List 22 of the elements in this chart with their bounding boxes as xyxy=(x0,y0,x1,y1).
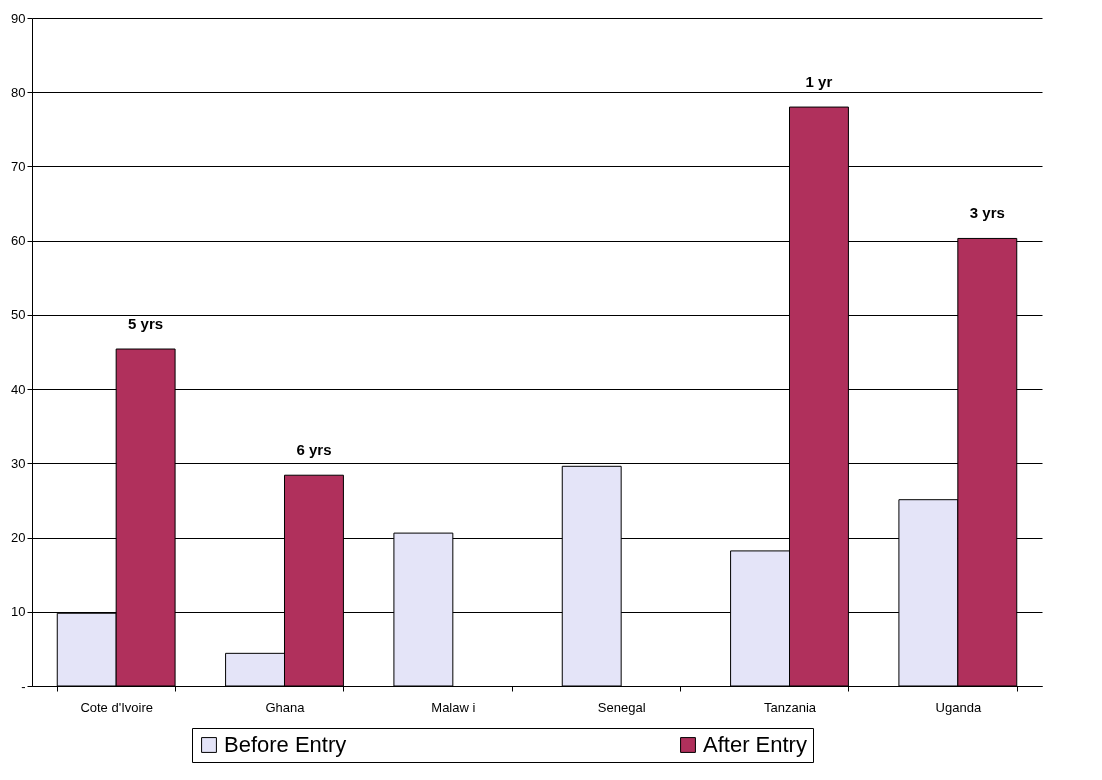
annotation: 6 yrs xyxy=(296,441,332,459)
x-tick-label: Cote d'Ivoire xyxy=(80,699,153,715)
annotation: 1 yr xyxy=(805,73,833,91)
x-tick-label: Ghana xyxy=(265,699,306,715)
y-tick-label: 90 xyxy=(11,10,26,26)
y-tick-label: - xyxy=(21,678,26,694)
y-tick-label: 10 xyxy=(11,604,26,620)
y-tick-label: 20 xyxy=(11,530,26,546)
x-tick-label: Tanzania xyxy=(763,699,817,715)
y-tick-label: 60 xyxy=(11,233,26,249)
annotation: 5 yrs xyxy=(128,315,164,333)
x-tick-label: Senegal xyxy=(597,699,646,715)
y-tick-label: 30 xyxy=(11,455,26,471)
x-tick-label: Uganda xyxy=(935,699,982,715)
legend-label: Before Entry xyxy=(224,732,347,757)
y-tick-label: 70 xyxy=(11,158,26,174)
y-tick-label: 40 xyxy=(11,381,26,397)
y-tick-label: 80 xyxy=(11,84,26,100)
annotation: 3 yrs xyxy=(969,204,1005,222)
legend-label: After Entry xyxy=(703,732,807,757)
x-tick-label: Malaw i xyxy=(431,699,476,715)
y-tick-label: 50 xyxy=(11,307,26,323)
